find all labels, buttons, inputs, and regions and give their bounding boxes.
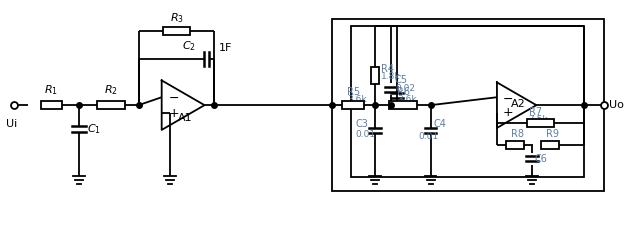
Text: $R_1$: $R_1$	[44, 83, 59, 97]
Text: C6: C6	[535, 154, 547, 164]
Text: A2: A2	[511, 99, 526, 109]
Bar	[41, 101, 62, 109]
Bar	[527, 119, 554, 127]
Text: A1: A1	[178, 113, 192, 123]
Text: 3.6k: 3.6k	[397, 95, 417, 104]
Text: R7: R7	[529, 107, 542, 117]
Text: $+$: $+$	[168, 107, 179, 120]
Text: $-$: $-$	[502, 92, 513, 105]
Bar	[389, 101, 417, 109]
Text: $C_1$: $C_1$	[87, 122, 101, 136]
Text: $R_2$: $R_2$	[104, 83, 118, 97]
Text: R5: R5	[348, 87, 361, 97]
Text: 1F: 1F	[218, 43, 232, 53]
Text: R8: R8	[511, 129, 524, 139]
Bar	[163, 27, 190, 35]
Bar	[331, 19, 604, 191]
Bar	[343, 101, 364, 109]
Bar	[506, 141, 524, 149]
Text: 3.6k: 3.6k	[348, 95, 367, 104]
Text: 1.8k: 1.8k	[381, 72, 401, 81]
Bar	[351, 26, 584, 177]
Text: C5: C5	[395, 75, 408, 85]
Text: Ui: Ui	[6, 119, 17, 129]
Text: 7.5k: 7.5k	[529, 115, 548, 124]
Bar	[97, 101, 125, 109]
Text: 0.01: 0.01	[355, 130, 376, 139]
Text: $-$: $-$	[168, 91, 178, 104]
Bar	[371, 66, 379, 84]
Text: 0.01: 0.01	[419, 132, 439, 141]
Text: $C_2$: $C_2$	[182, 39, 196, 53]
Text: 0.02: 0.02	[395, 84, 415, 93]
Text: R9: R9	[547, 129, 560, 139]
Text: $+$: $+$	[502, 106, 513, 119]
Bar	[542, 141, 559, 149]
Text: C3: C3	[355, 119, 368, 129]
Text: C4: C4	[434, 119, 446, 129]
Text: R6: R6	[397, 87, 410, 97]
Text: Uo: Uo	[608, 100, 623, 110]
Text: $R_3$: $R_3$	[170, 11, 183, 25]
Text: R4: R4	[381, 64, 394, 73]
